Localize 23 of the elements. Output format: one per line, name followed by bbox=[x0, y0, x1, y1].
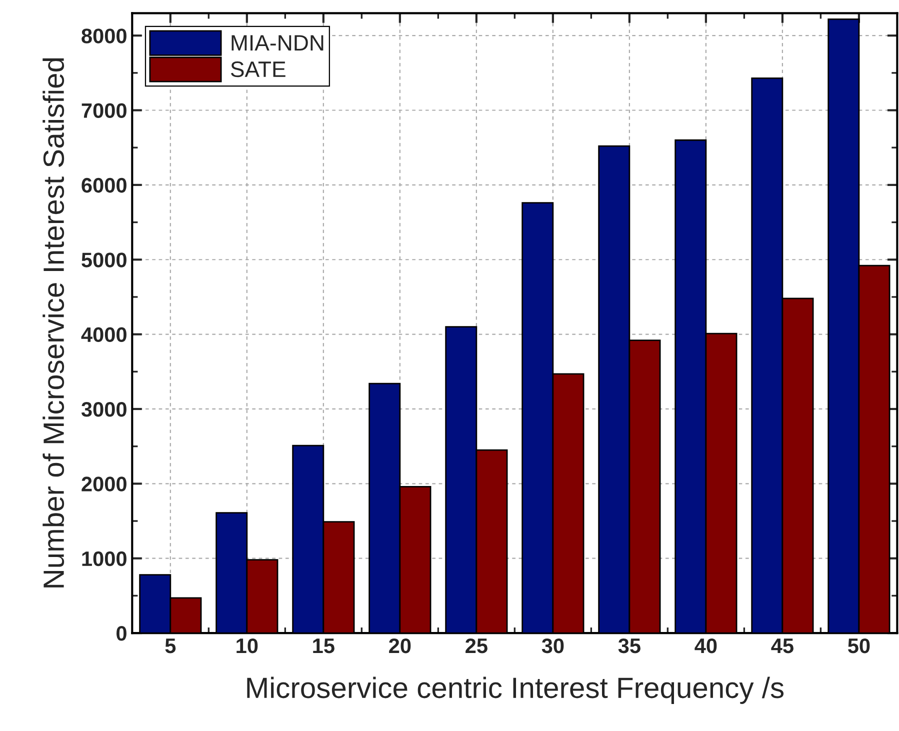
x-tick-label: 30 bbox=[542, 638, 564, 654]
x-tick-label: 25 bbox=[466, 638, 488, 654]
x-axis-title: Microservice centric Interest Frequency /s bbox=[247, 676, 784, 704]
y-tick-label: 4000 bbox=[81, 327, 126, 342]
x-tick-label: 20 bbox=[389, 638, 411, 654]
y-tick-label: 2000 bbox=[82, 476, 126, 492]
y-tick-label: 5000 bbox=[82, 252, 126, 268]
x-tick-label: 5 bbox=[165, 638, 176, 654]
legend-label: SATE bbox=[230, 61, 286, 78]
y-tick-label: 0 bbox=[116, 626, 126, 641]
y-tick-label: 1000 bbox=[82, 551, 126, 566]
x-tick-label: 40 bbox=[694, 638, 717, 654]
y-tick-label: 7000 bbox=[82, 103, 126, 118]
x-tick-label: 35 bbox=[618, 638, 640, 654]
y-tick-label: 6000 bbox=[82, 178, 126, 193]
y-tick-label: 3000 bbox=[81, 402, 126, 417]
x-tick-label: 10 bbox=[236, 638, 258, 654]
x-tick-label: 45 bbox=[771, 638, 794, 654]
legend-label: MIA-NDN bbox=[232, 35, 324, 50]
y-axis-title: Number of Microservice Interest Satisfied bbox=[42, 58, 64, 588]
x-tick-label: 50 bbox=[848, 638, 870, 654]
y-tick-label: 8000 bbox=[82, 28, 126, 44]
x-tick-label: 15 bbox=[313, 638, 334, 654]
